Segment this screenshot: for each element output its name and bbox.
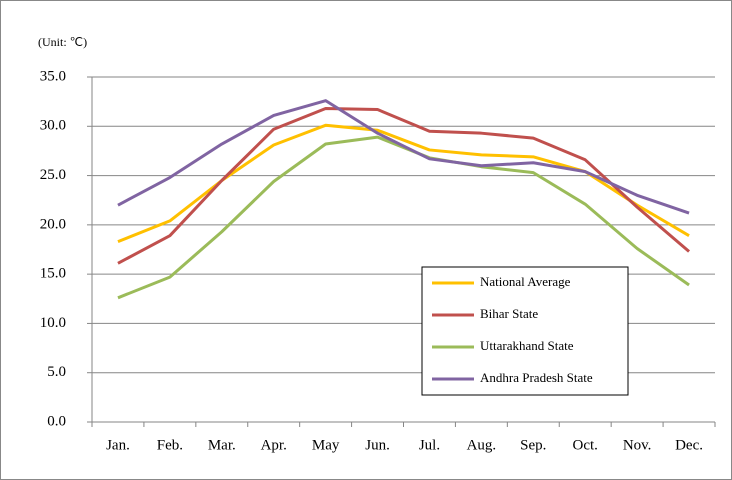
series-line xyxy=(117,107,691,265)
x-tick-label: Aug. xyxy=(467,437,497,453)
y-tick-label: 35.0 xyxy=(40,68,66,84)
unit-label: (Unit: ℃) xyxy=(38,35,87,49)
y-tick-label: 0.0 xyxy=(47,413,66,429)
x-tick-label: Jul. xyxy=(419,437,440,453)
legend-label: Andhra Pradesh State xyxy=(480,370,593,385)
x-tick-label: Oct. xyxy=(572,437,597,453)
legend-label: Bihar State xyxy=(480,306,538,321)
y-tick-label: 25.0 xyxy=(40,167,66,183)
series-line xyxy=(117,99,690,215)
y-tick-label: 15.0 xyxy=(40,266,66,282)
x-tick-label: Jun. xyxy=(365,437,390,453)
legend-box xyxy=(421,266,629,396)
x-tick-label: Dec. xyxy=(675,437,703,453)
x-tick-label: Nov. xyxy=(623,437,652,453)
x-tick-label: Feb. xyxy=(157,437,183,453)
x-tick-label: May xyxy=(312,437,340,453)
y-tick-label: 20.0 xyxy=(40,216,66,232)
y-tick-label: 30.0 xyxy=(40,118,66,134)
legend-label: National Average xyxy=(480,274,571,289)
x-tick-label: Mar. xyxy=(208,437,236,453)
x-tick-label: Apr. xyxy=(261,437,287,453)
x-tick-label: Jan. xyxy=(106,437,130,453)
y-tick-label: 10.0 xyxy=(40,315,66,331)
x-tick-label: Sep. xyxy=(520,437,546,453)
y-tick-label: 5.0 xyxy=(47,364,66,380)
legend-label: Uttarakhand State xyxy=(480,338,574,353)
